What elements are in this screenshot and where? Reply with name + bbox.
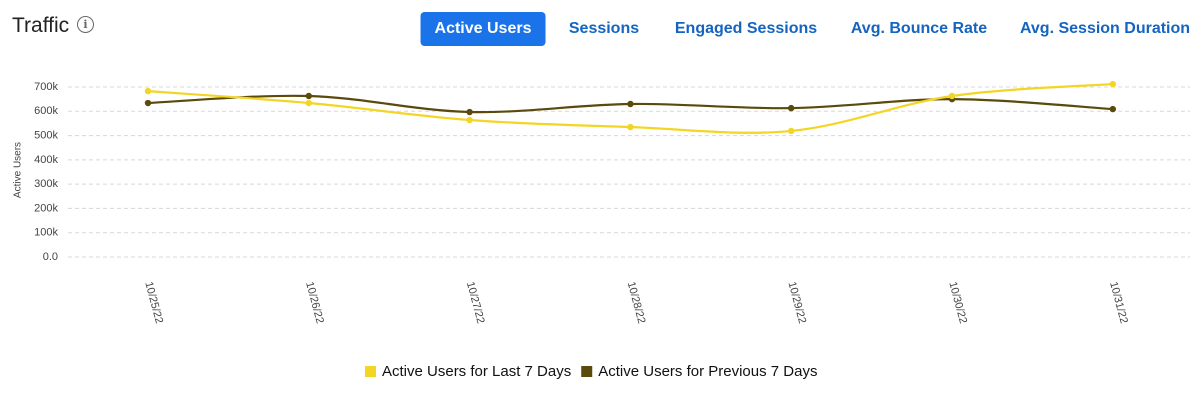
y-axis-title: Active Users [13,142,24,198]
y-tick-label: 400k [34,154,58,166]
data-point [466,108,473,116]
y-tick-label: 200k [34,202,58,214]
tab[interactable]: Engaged Sessions [674,20,818,37]
y-tick-label: 700k [34,81,58,93]
data-point [1109,80,1117,88]
page-title: Traffic [12,14,70,37]
legend-swatch [581,366,593,377]
y-tick-label: 500k [34,129,58,141]
data-point [305,92,312,100]
data-point [788,127,795,135]
x-tick-label: 10/29/22 [785,280,808,324]
data-point [466,116,473,124]
data-point [627,123,634,131]
tab[interactable]: Active Users [420,12,546,46]
y-tick-label: 100k [34,227,58,239]
x-tick-label: 10/27/22 [464,280,487,324]
y-tick-label: 600k [34,105,58,117]
y-tick-label: 300k [34,178,58,190]
x-tick-label: 10/28/22 [625,280,648,324]
data-point [1109,105,1117,113]
x-tick-label: 10/25/22 [142,280,165,324]
info-icon[interactable]: i [77,16,94,33]
data-point [627,100,634,108]
legend-label: Active Users for Last 7 Days [382,363,571,380]
tab[interactable]: Avg. Session Duration [1019,20,1191,37]
x-tick-label: 10/30/22 [946,280,969,324]
tab[interactable]: Avg. Bounce Rate [850,20,988,37]
y-tick-label: 0.0 [43,251,58,263]
x-tick-label: 10/31/22 [1107,280,1130,324]
legend-label: Active Users for Previous 7 Days [598,363,817,380]
data-point [144,87,152,95]
data-point [144,99,152,107]
data-point [305,99,312,107]
tab[interactable]: Sessions [568,20,640,37]
legend-swatch [365,366,376,377]
data-point [788,104,795,112]
data-point [948,92,956,100]
x-tick-label: 10/26/22 [303,280,326,324]
